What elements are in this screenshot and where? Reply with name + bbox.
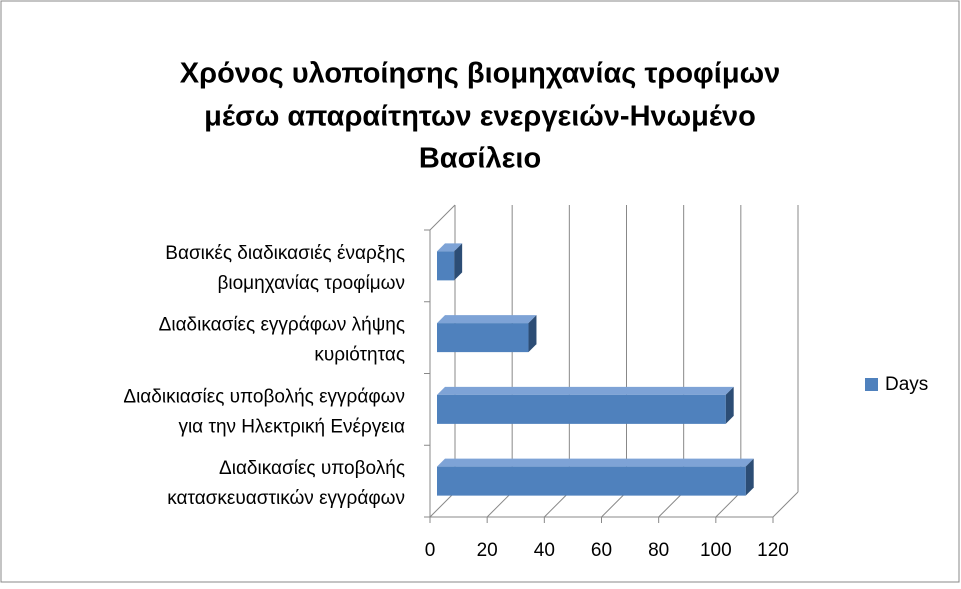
bar-side (528, 315, 537, 353)
y-tick-label: Διαδικιασίες υποβολής εγγράφων (123, 386, 405, 407)
bar-side (745, 458, 754, 496)
x-tick-label: 80 (648, 540, 669, 561)
bar (437, 323, 529, 353)
bar-side (725, 386, 734, 424)
y-tick-label: βιομηχανίας τροφίμων (217, 273, 405, 294)
bar (437, 251, 455, 281)
axis-line (429, 204, 456, 231)
bar-top (437, 243, 463, 252)
x-tick-label: 60 (591, 540, 612, 561)
bar-top (437, 315, 537, 324)
chart-title: Βασίλειο (419, 143, 541, 175)
grid-line (658, 491, 685, 518)
x-tick-label: 0 (425, 540, 436, 561)
grid-line (543, 491, 570, 518)
grid-line (601, 491, 627, 518)
grid-line (772, 491, 799, 518)
y-tick-label: Διαδικασίες υποβολής (219, 458, 405, 479)
grid-line (715, 491, 742, 518)
chart-title: μέσω απαραίτητων ενεργειών-Ηνωμένο (204, 101, 756, 133)
bar (437, 394, 726, 424)
bar-top (437, 458, 754, 467)
grid-line (486, 491, 513, 518)
y-tick-label: Διαδικασίες εγγράφων λήψης (159, 315, 405, 336)
bar-top (437, 386, 734, 395)
x-tick-label: 100 (700, 540, 732, 561)
bar (437, 466, 746, 496)
legend-swatch (865, 378, 878, 391)
chart-title: Χρόνος υλοποίησης βιομηχανίας τροφίμων (180, 58, 780, 90)
y-tick-label: Βασικές διαδικασιές έναρξης (165, 243, 405, 264)
x-tick-label: 120 (757, 540, 789, 561)
x-tick-label: 20 (477, 540, 498, 561)
grid-line (429, 491, 456, 518)
y-tick-label: για την Ηλεκτρική Ενέργεια (178, 416, 405, 437)
bar-side (454, 243, 463, 281)
y-tick-label: κατασκευαστικών εγγράφων (167, 488, 405, 509)
x-tick-label: 40 (534, 540, 555, 561)
legend-label: Days (885, 374, 928, 395)
y-tick-label: κυριότητας (314, 345, 405, 366)
